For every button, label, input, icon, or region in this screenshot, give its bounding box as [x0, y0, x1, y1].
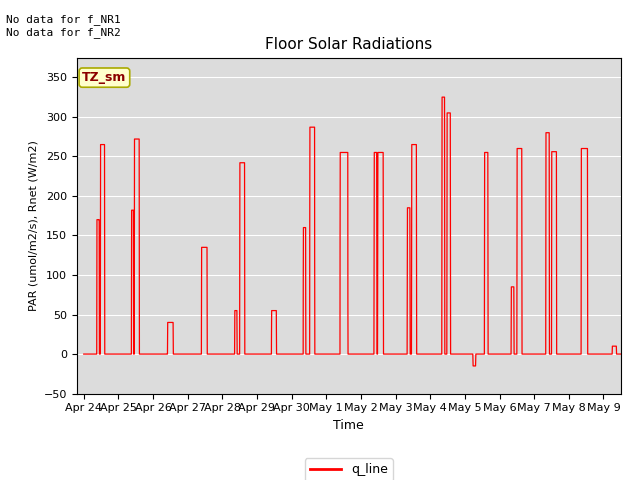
X-axis label: Time: Time	[333, 419, 364, 432]
Title: Floor Solar Radiations: Floor Solar Radiations	[265, 37, 433, 52]
Text: TZ_sm: TZ_sm	[82, 71, 127, 84]
Text: No data for f_NR1
No data for f_NR2: No data for f_NR1 No data for f_NR2	[6, 14, 121, 38]
Legend: q_line: q_line	[305, 458, 393, 480]
Y-axis label: PAR (umol/m2/s), Rnet (W/m2): PAR (umol/m2/s), Rnet (W/m2)	[28, 140, 38, 311]
